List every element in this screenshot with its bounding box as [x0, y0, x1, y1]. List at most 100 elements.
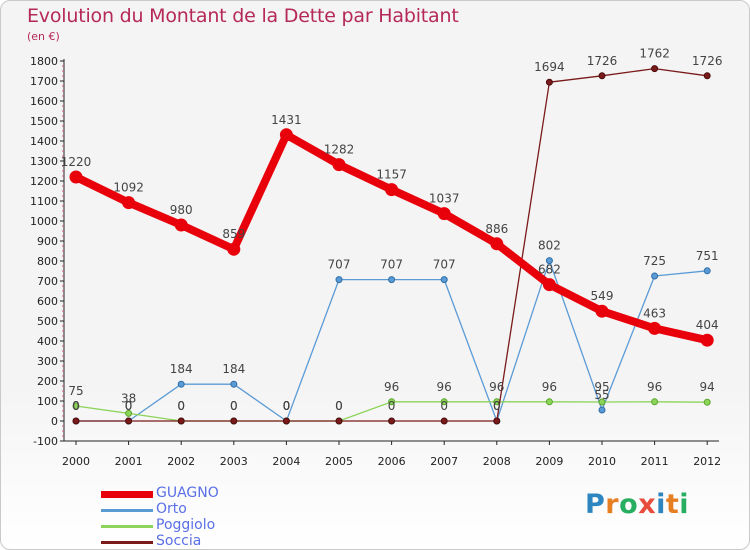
y-tick-label: 1100: [30, 195, 58, 208]
data-label-guagno: 404: [696, 318, 719, 332]
y-tick-label: 1500: [30, 115, 58, 128]
data-point-soccia: [282, 417, 290, 425]
data-point-guagno: [700, 333, 714, 347]
proxiti-logo: Proxiti: [585, 489, 689, 520]
data-label-orto: 707: [433, 258, 456, 272]
data-label-soccia: 1726: [692, 54, 723, 68]
chart-unit: (en €): [27, 30, 60, 43]
data-label-guagno: 1092: [113, 181, 144, 195]
data-point-soccia: [125, 417, 133, 425]
data-label-guagno: 886: [485, 222, 508, 236]
data-label-guagno: 1282: [324, 143, 355, 157]
data-label-orto: 707: [380, 258, 403, 272]
data-point-orto: [703, 267, 711, 275]
legend-item-guagno: GUAGNO: [101, 485, 301, 502]
y-tick-label: 800: [37, 255, 58, 268]
data-point-poggiolo: [545, 398, 553, 406]
data-label-poggiolo: 75: [68, 384, 83, 398]
data-point-orto: [177, 380, 185, 388]
data-label-soccia: 0: [283, 399, 291, 413]
data-point-poggiolo: [598, 398, 606, 406]
data-point-guagno: [69, 170, 83, 184]
data-label-poggiolo: 96: [384, 380, 399, 394]
data-label-poggiolo: 0: [177, 399, 185, 413]
y-tick-label: 1000: [30, 215, 58, 228]
data-point-orto: [651, 272, 659, 280]
x-tick-label: 2012: [693, 455, 721, 468]
data-label-guagno: 1431: [271, 113, 302, 127]
legend-swatch: [101, 508, 153, 512]
data-point-guagno: [174, 218, 188, 232]
data-label-poggiolo: 96: [647, 380, 662, 394]
data-label-guagno: 1220: [61, 155, 92, 169]
data-label-soccia: 0: [72, 399, 80, 413]
series-line-orto: [75, 259, 708, 422]
data-label-soccia: 0: [125, 399, 133, 413]
data-label-poggiolo: 95: [594, 380, 609, 394]
data-label-poggiolo: 96: [542, 380, 557, 394]
legend-swatch: [101, 540, 153, 544]
data-label-orto: 0: [283, 399, 291, 413]
chart-title: Evolution du Montant de la Dette par Hab…: [27, 5, 459, 27]
x-tick-label: 2000: [62, 455, 90, 468]
data-point-soccia: [545, 78, 553, 86]
data-label-poggiolo: 0: [230, 399, 238, 413]
data-point-soccia: [651, 65, 659, 73]
y-tick-label: 1200: [30, 175, 58, 188]
x-tick-label: 2002: [167, 455, 195, 468]
data-label-poggiolo: 94: [700, 380, 715, 394]
data-label-poggiolo: 96: [437, 380, 452, 394]
data-label-orto: 707: [328, 258, 351, 272]
data-point-poggiolo: [125, 409, 133, 417]
data-label-soccia: 0: [177, 399, 185, 413]
data-label-orto: 751: [696, 249, 719, 263]
data-label-orto: 184: [222, 362, 245, 376]
y-tick-label: 1600: [30, 95, 58, 108]
y-tick-label: 500: [37, 315, 58, 328]
y-tick-label: 900: [37, 235, 58, 248]
data-point-guagno: [332, 158, 346, 172]
data-label-soccia: 0: [493, 399, 501, 413]
data-label-orto: 0: [493, 399, 501, 413]
legend-label: Poggiolo: [156, 517, 216, 533]
data-label-orto: 184: [170, 362, 193, 376]
data-label-soccia: 0: [388, 399, 396, 413]
data-point-guagno: [542, 278, 556, 292]
data-label-orto: 725: [643, 254, 666, 268]
legend-label: Orto: [156, 501, 187, 517]
data-point-guagno: [648, 321, 662, 335]
data-label-soccia: 1762: [639, 47, 670, 61]
data-label-soccia: 0: [440, 399, 448, 413]
data-label-guagno: 1037: [429, 192, 460, 206]
data-label-poggiolo: 38: [121, 391, 136, 405]
data-point-soccia: [177, 417, 185, 425]
data-label-guagno: 980: [170, 203, 193, 217]
logo-letter: i: [679, 489, 690, 520]
data-point-soccia: [493, 417, 501, 425]
data-point-poggiolo: [651, 398, 659, 406]
data-point-poggiolo: [440, 398, 448, 406]
data-label-poggiolo: 0: [335, 399, 343, 413]
logo-letter: t: [665, 489, 680, 520]
data-label-orto: 0: [125, 399, 133, 413]
data-point-orto: [545, 257, 553, 265]
y-tick-label: 300: [37, 355, 58, 368]
data-label-poggiolo: 96: [489, 380, 504, 394]
data-point-guagno: [122, 196, 136, 210]
x-tick-label: 2006: [378, 455, 406, 468]
y-tick-label: 200: [37, 375, 58, 388]
data-label-guagno: 859: [222, 227, 245, 241]
data-point-soccia: [72, 417, 80, 425]
data-point-soccia: [598, 72, 606, 80]
legend-item-orto: Orto: [101, 501, 301, 518]
data-point-guagno: [490, 237, 504, 251]
x-tick-label: 2005: [325, 455, 353, 468]
y-tick-label: 1700: [30, 75, 58, 88]
data-point-soccia: [440, 417, 448, 425]
data-point-guagno: [385, 183, 399, 197]
data-point-orto: [598, 406, 606, 414]
x-tick-label: 2004: [272, 455, 300, 468]
y-tick-label: -100: [33, 435, 58, 448]
